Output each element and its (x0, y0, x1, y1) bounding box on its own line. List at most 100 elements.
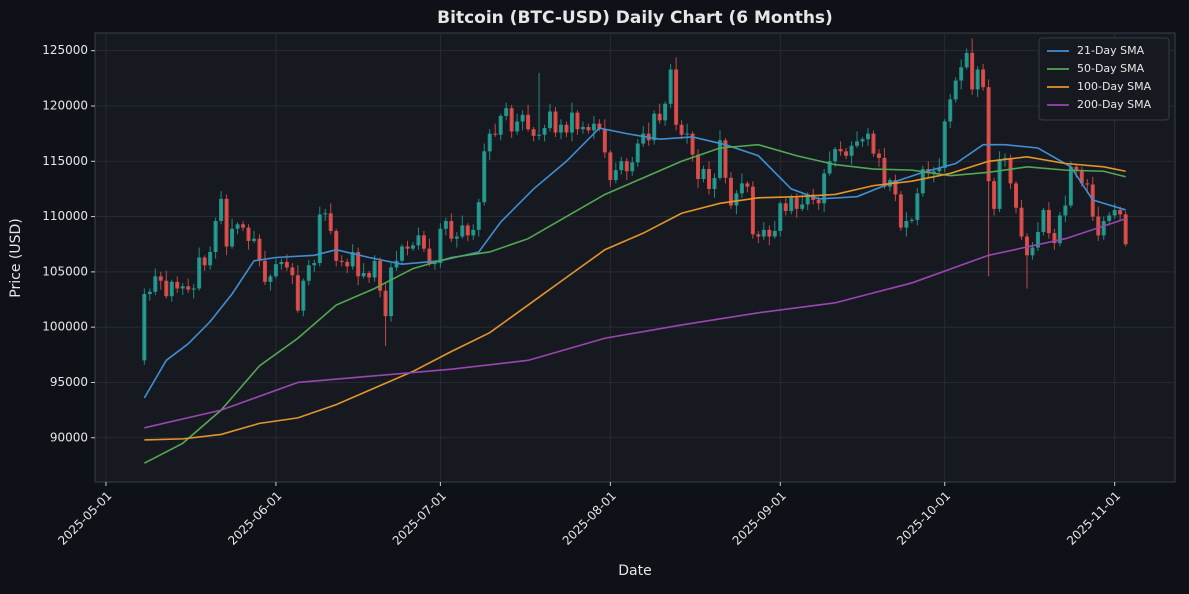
candle-body (745, 183, 750, 187)
candle-body (652, 113, 657, 141)
candle-body (339, 260, 344, 262)
candle-body (641, 133, 646, 144)
candle-body (350, 251, 355, 267)
candle-body (1030, 247, 1035, 256)
candle-body (438, 228, 443, 264)
candle-body (904, 221, 909, 228)
candle-body (942, 121, 947, 168)
candle-body (717, 140, 722, 178)
candle-body (147, 291, 152, 294)
candle-body (597, 123, 602, 130)
candle-body (1014, 183, 1019, 208)
candle-body (526, 114, 531, 130)
candle-body (838, 149, 843, 152)
y-tick-label: 95000 (50, 375, 88, 389)
candle-body (509, 108, 514, 132)
candle-body (142, 293, 147, 361)
candle-body (542, 128, 547, 135)
candle-body (202, 257, 207, 266)
candle-body (504, 108, 509, 116)
candle-body (844, 151, 849, 156)
legend-box (1038, 37, 1170, 121)
candle-body (975, 69, 980, 90)
candle-body (937, 167, 942, 172)
candle-body (1068, 166, 1073, 206)
candle-body (558, 124, 563, 133)
candle-body (427, 248, 432, 265)
candle-body (290, 267, 295, 276)
candle-body (1123, 214, 1128, 245)
candle-body (273, 264, 278, 277)
candle-body (306, 265, 311, 281)
candle-body (690, 133, 695, 155)
candle-body (750, 186, 755, 235)
candle-body (323, 213, 328, 215)
candle-body (569, 112, 574, 133)
y-tick-label: 105000 (42, 264, 88, 278)
candle-body (465, 225, 470, 236)
candle-body (992, 181, 997, 209)
candle-body (219, 198, 224, 222)
candle-body (482, 151, 487, 203)
candle-body (416, 235, 421, 246)
candle-body (591, 123, 596, 131)
legend-label: 21-Day SMA (1077, 44, 1145, 57)
candle-body (1079, 171, 1084, 184)
candle-body (394, 260, 399, 268)
candle-body (400, 246, 405, 261)
candle-body (164, 280, 169, 297)
candle-body (953, 80, 958, 100)
candle-body (855, 141, 860, 146)
candle-body (301, 280, 306, 311)
candle-body (476, 202, 481, 230)
candle-body (849, 145, 854, 156)
candle-body (241, 224, 246, 228)
candle-body (186, 286, 191, 290)
candle-body (827, 161, 832, 174)
candle-body (816, 199, 821, 204)
sma-line (144, 156, 1126, 441)
candle-body (460, 225, 465, 237)
candle-body (410, 245, 415, 249)
candle-body (1063, 205, 1068, 216)
candle-body (833, 149, 838, 162)
candle-body (778, 203, 783, 231)
candle-body (696, 154, 701, 179)
candle-body (180, 286, 185, 289)
candle-body (586, 127, 591, 131)
candle-body (449, 221, 454, 239)
candle-body (723, 140, 728, 178)
candle-body (613, 170, 618, 181)
candle-body (279, 261, 284, 265)
y-tick-label: 120000 (42, 98, 88, 112)
candle-body (602, 129, 607, 153)
candle-body (739, 183, 744, 194)
candle-body (284, 261, 289, 268)
candle-body (262, 260, 267, 282)
candle-body (564, 124, 569, 133)
y-tick-label: 110000 (42, 209, 88, 223)
legend: 21-Day SMA 50-Day SMA 100-Day SMA 200-Day S… (1038, 37, 1170, 121)
candle-body (915, 193, 920, 220)
candle-body (317, 214, 322, 264)
candle-body (1118, 209, 1123, 215)
legend-label: 100-Day SMA (1077, 80, 1152, 93)
candle-body (208, 251, 213, 266)
candle-body (608, 152, 613, 181)
candle-body (224, 198, 229, 247)
candle-body (712, 177, 717, 189)
candle-body (471, 229, 476, 236)
candle-body (378, 260, 383, 291)
candle-body (970, 52, 975, 90)
candle-body (548, 111, 553, 129)
chart-title: Bitcoin (BTC-USD) Daily Chart (6 Months) (437, 8, 833, 28)
candle-body (328, 213, 333, 231)
candle-body (230, 228, 235, 247)
candle-body (1024, 236, 1029, 256)
candle-body (959, 67, 964, 81)
candle-body (986, 87, 991, 182)
candle-body (964, 52, 969, 68)
candle-body (1008, 157, 1013, 184)
legend-label: 50-Day SMA (1077, 62, 1145, 75)
candle-body (624, 161, 629, 172)
